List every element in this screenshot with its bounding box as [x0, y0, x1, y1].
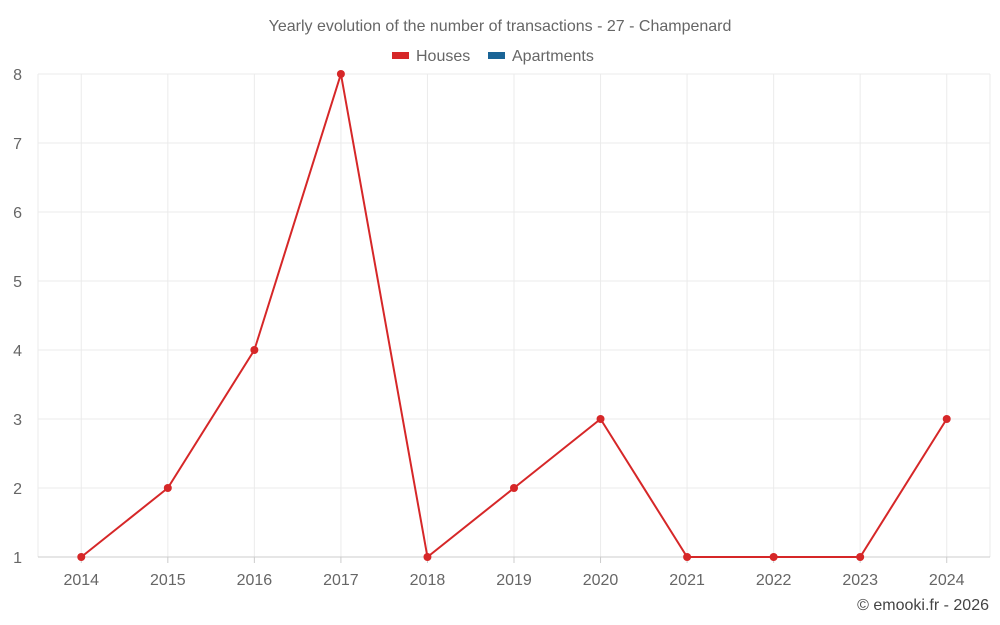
x-tick-label: 2023 — [842, 572, 878, 589]
legend-swatch-houses — [392, 52, 409, 59]
x-tick-label: 2016 — [237, 572, 273, 589]
data-point-houses-2018[interactable] — [423, 553, 432, 561]
x-tick-label: 2021 — [669, 572, 705, 589]
legend-label-apartments[interactable]: Apartments — [512, 48, 594, 65]
x-tick-label: 2024 — [929, 572, 965, 589]
chart-title: Yearly evolution of the number of transa… — [269, 18, 732, 35]
data-point-houses-2014[interactable] — [77, 553, 86, 561]
y-tick-label: 5 — [13, 274, 22, 291]
y-tick-label: 2 — [13, 481, 22, 498]
legend: Houses Apartments — [392, 48, 594, 65]
x-tick-label: 2017 — [323, 572, 359, 589]
x-tick-label: 2018 — [410, 572, 446, 589]
data-point-houses-2019[interactable] — [510, 484, 518, 492]
data-point-houses-2016[interactable] — [250, 346, 259, 354]
data-point-houses-2015[interactable] — [163, 484, 172, 492]
y-tick-label: 7 — [13, 136, 22, 153]
y-tick-label: 8 — [13, 67, 22, 84]
x-grid — [37, 74, 991, 563]
data-point-houses-2023[interactable] — [856, 553, 865, 561]
x-axis: 2014 2015 2016 2017 2018 2019 2020 2021 2022 2023… — [63, 572, 964, 589]
x-tick-label: 2014 — [63, 572, 99, 589]
x-tick-label: 2019 — [496, 572, 532, 589]
y-axis: 1 2 3 4 5 6 7 8 — [13, 67, 22, 567]
legend-swatch-apartments — [488, 52, 505, 59]
x-tick-label: 2022 — [756, 572, 792, 589]
data-point-houses-2017[interactable] — [336, 70, 345, 78]
y-tick-label: 4 — [13, 343, 22, 360]
data-point-houses-2024[interactable] — [942, 415, 951, 423]
data-point-houses-2021[interactable] — [683, 553, 692, 561]
data-point-houses-2022[interactable] — [769, 553, 778, 561]
y-tick-label: 1 — [13, 550, 22, 567]
y-tick-label: 3 — [13, 412, 22, 429]
x-tick-label: 2015 — [150, 572, 186, 589]
x-tick-label: 2020 — [583, 572, 619, 589]
credit-text: © emooki.fr - 2026 — [857, 597, 989, 614]
y-tick-label: 6 — [13, 205, 22, 222]
legend-label-houses[interactable]: Houses — [416, 48, 470, 65]
series-layer — [77, 70, 951, 561]
data-point-houses-2020[interactable] — [596, 415, 605, 423]
